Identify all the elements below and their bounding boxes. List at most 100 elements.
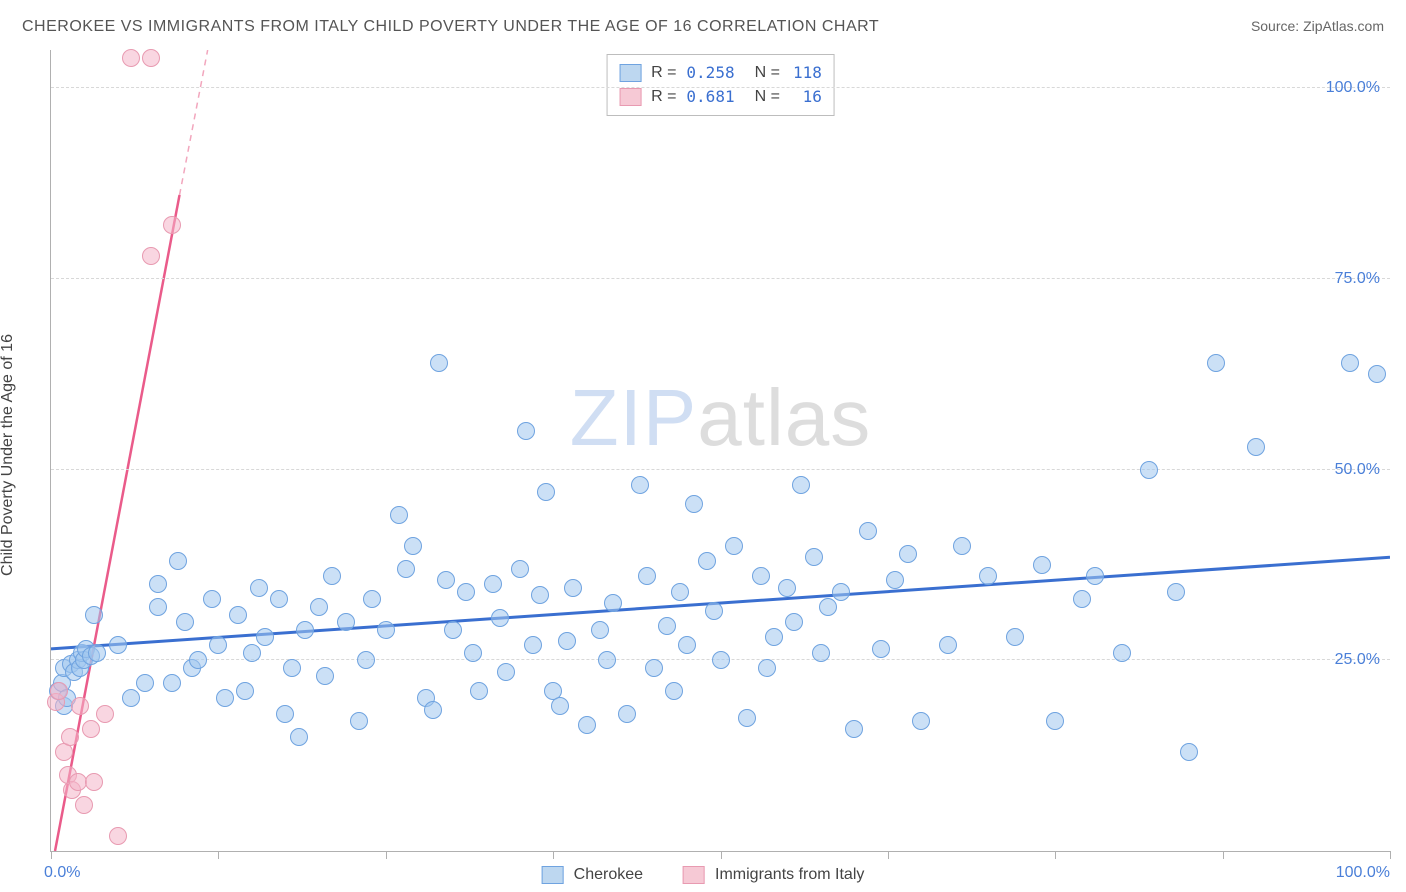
cherokee-point <box>229 606 247 624</box>
cherokee-point <box>531 586 549 604</box>
cherokee-point <box>243 644 261 662</box>
plot-area: ZIPatlas R =0.258N =118R =0.681N =16 25.… <box>50 50 1390 852</box>
cherokee-point <box>631 476 649 494</box>
x-tick <box>888 851 889 859</box>
cherokee-point <box>290 728 308 746</box>
cherokee-point <box>1247 438 1265 456</box>
cherokee-point <box>497 663 515 681</box>
cherokee-point <box>283 659 301 677</box>
italy-point <box>96 705 114 723</box>
cherokee-point <box>270 590 288 608</box>
source-attribution: Source: ZipAtlas.com <box>1251 18 1384 34</box>
cherokee-point <box>765 628 783 646</box>
cherokee-point <box>444 621 462 639</box>
series-legend: Cherokee Immigrants from Italy <box>542 866 865 884</box>
italy-point <box>142 49 160 67</box>
cherokee-point <box>1006 628 1024 646</box>
legend-swatch <box>619 88 641 106</box>
cherokee-point <box>1086 567 1104 585</box>
cherokee-point <box>705 602 723 620</box>
cherokee-point <box>1033 556 1051 574</box>
italy-point <box>163 216 181 234</box>
x-tick <box>553 851 554 859</box>
legend-swatch <box>619 64 641 82</box>
cherokee-point <box>899 545 917 563</box>
y-tick-label: 25.0% <box>1335 651 1380 669</box>
cherokee-point <box>638 567 656 585</box>
cherokee-point <box>564 579 582 597</box>
cherokee-point <box>310 598 328 616</box>
cherokee-point <box>209 636 227 654</box>
x-tick <box>1055 851 1056 859</box>
italy-point <box>85 773 103 791</box>
cherokee-point <box>872 640 890 658</box>
cherokee-point <box>537 483 555 501</box>
cherokee-point <box>1368 365 1386 383</box>
cherokee-point <box>296 621 314 639</box>
legend-swatch <box>683 866 705 884</box>
cherokee-point <box>464 644 482 662</box>
cherokee-point <box>163 674 181 692</box>
cherokee-point <box>109 636 127 654</box>
x-tick <box>1223 851 1224 859</box>
cherokee-point <box>752 567 770 585</box>
cherokee-point <box>437 571 455 589</box>
cherokee-point <box>390 506 408 524</box>
cherokee-point <box>491 609 509 627</box>
cherokee-point <box>216 689 234 707</box>
cherokee-point <box>424 701 442 719</box>
cherokee-point <box>658 617 676 635</box>
cherokee-point <box>618 705 636 723</box>
cherokee-point <box>598 651 616 669</box>
cherokee-point <box>792 476 810 494</box>
cherokee-point <box>819 598 837 616</box>
cherokee-point <box>1046 712 1064 730</box>
cherokee-point <box>1073 590 1091 608</box>
italy-point <box>55 743 73 761</box>
cherokee-point <box>430 354 448 372</box>
cherokee-point <box>122 689 140 707</box>
cherokee-point <box>886 571 904 589</box>
cherokee-point <box>859 522 877 540</box>
cherokee-point <box>698 552 716 570</box>
cherokee-point <box>484 575 502 593</box>
x-tick <box>218 851 219 859</box>
cherokee-point <box>725 537 743 555</box>
y-tick-label: 100.0% <box>1326 79 1380 97</box>
cherokee-point <box>738 709 756 727</box>
cherokee-point <box>551 697 569 715</box>
cherokee-point <box>578 716 596 734</box>
cherokee-point <box>357 651 375 669</box>
stats-legend: R =0.258N =118R =0.681N =16 <box>606 54 835 116</box>
cherokee-point <box>812 644 830 662</box>
legend-item: Immigrants from Italy <box>683 866 864 884</box>
cherokee-point <box>136 674 154 692</box>
cherokee-point <box>1140 461 1158 479</box>
cherokee-point <box>457 583 475 601</box>
y-tick-label: 50.0% <box>1335 461 1380 479</box>
cherokee-point <box>604 594 622 612</box>
cherokee-point <box>912 712 930 730</box>
italy-point <box>71 697 89 715</box>
chart-title: CHEROKEE VS IMMIGRANTS FROM ITALY CHILD … <box>22 18 879 36</box>
cherokee-point <box>671 583 689 601</box>
cherokee-point <box>1113 644 1131 662</box>
cherokee-point <box>256 628 274 646</box>
x-tick <box>1390 851 1391 859</box>
cherokee-point <box>524 636 542 654</box>
cherokee-point <box>88 644 106 662</box>
cherokee-point <box>149 598 167 616</box>
cherokee-point <box>778 579 796 597</box>
cherokee-point <box>404 537 422 555</box>
legend-item: Cherokee <box>542 866 643 884</box>
cherokee-point <box>363 590 381 608</box>
cherokee-point <box>350 712 368 730</box>
italy-point <box>75 796 93 814</box>
cherokee-point <box>323 567 341 585</box>
x-tick <box>721 851 722 859</box>
legend-label: Cherokee <box>574 866 643 884</box>
y-tick-label: 75.0% <box>1335 270 1380 288</box>
cherokee-point <box>678 636 696 654</box>
cherokee-point <box>832 583 850 601</box>
x-axis-min-label: 0.0% <box>44 864 80 882</box>
